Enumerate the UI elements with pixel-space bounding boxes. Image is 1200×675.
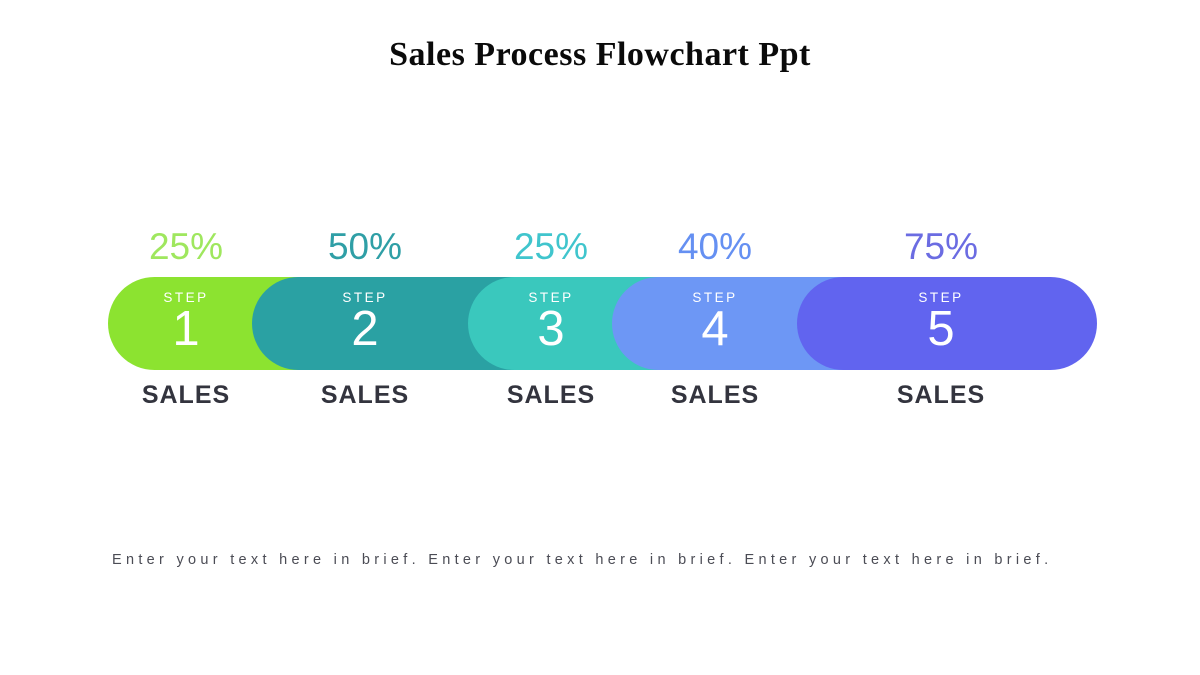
- step-caption: SALES: [670, 381, 760, 409]
- step-caption: SALES: [141, 381, 231, 409]
- step-number: 5: [927, 302, 955, 356]
- step-label: STEP: [342, 290, 388, 305]
- step-caption: SALES: [320, 381, 410, 409]
- step-number: 2: [351, 302, 379, 356]
- step-caption: SALES: [896, 381, 986, 409]
- step-percent: 25%: [148, 226, 224, 267]
- step-column-3: 25% STEP 3 SALES: [451, 226, 651, 409]
- body-placeholder-text: Enter your text here in brief. Enter you…: [112, 552, 1053, 568]
- step-column-2: 50% STEP 2 SALES: [265, 226, 465, 409]
- step-pill-5: [797, 277, 1097, 370]
- step-label: STEP: [163, 290, 209, 305]
- step-percent: 25%: [513, 226, 589, 267]
- step-number: 3: [537, 302, 565, 356]
- step-label: STEP: [692, 290, 738, 305]
- step-label: STEP: [918, 290, 964, 305]
- step-caption: SALES: [506, 381, 596, 409]
- step-column-4: 40% STEP 4 SALES: [615, 226, 815, 409]
- step-percent: 40%: [677, 226, 753, 267]
- step-number: 1: [172, 302, 200, 356]
- step-column-1: 25% STEP 1 SALES: [86, 226, 286, 409]
- page-title: Sales Process Flowchart Ppt: [389, 36, 811, 73]
- step-percent: 50%: [327, 226, 403, 267]
- step-number: 4: [701, 302, 729, 356]
- step-percent: 75%: [903, 226, 979, 267]
- step-column-5: 75% STEP 5 SALES: [841, 226, 1041, 409]
- step-label: STEP: [528, 290, 574, 305]
